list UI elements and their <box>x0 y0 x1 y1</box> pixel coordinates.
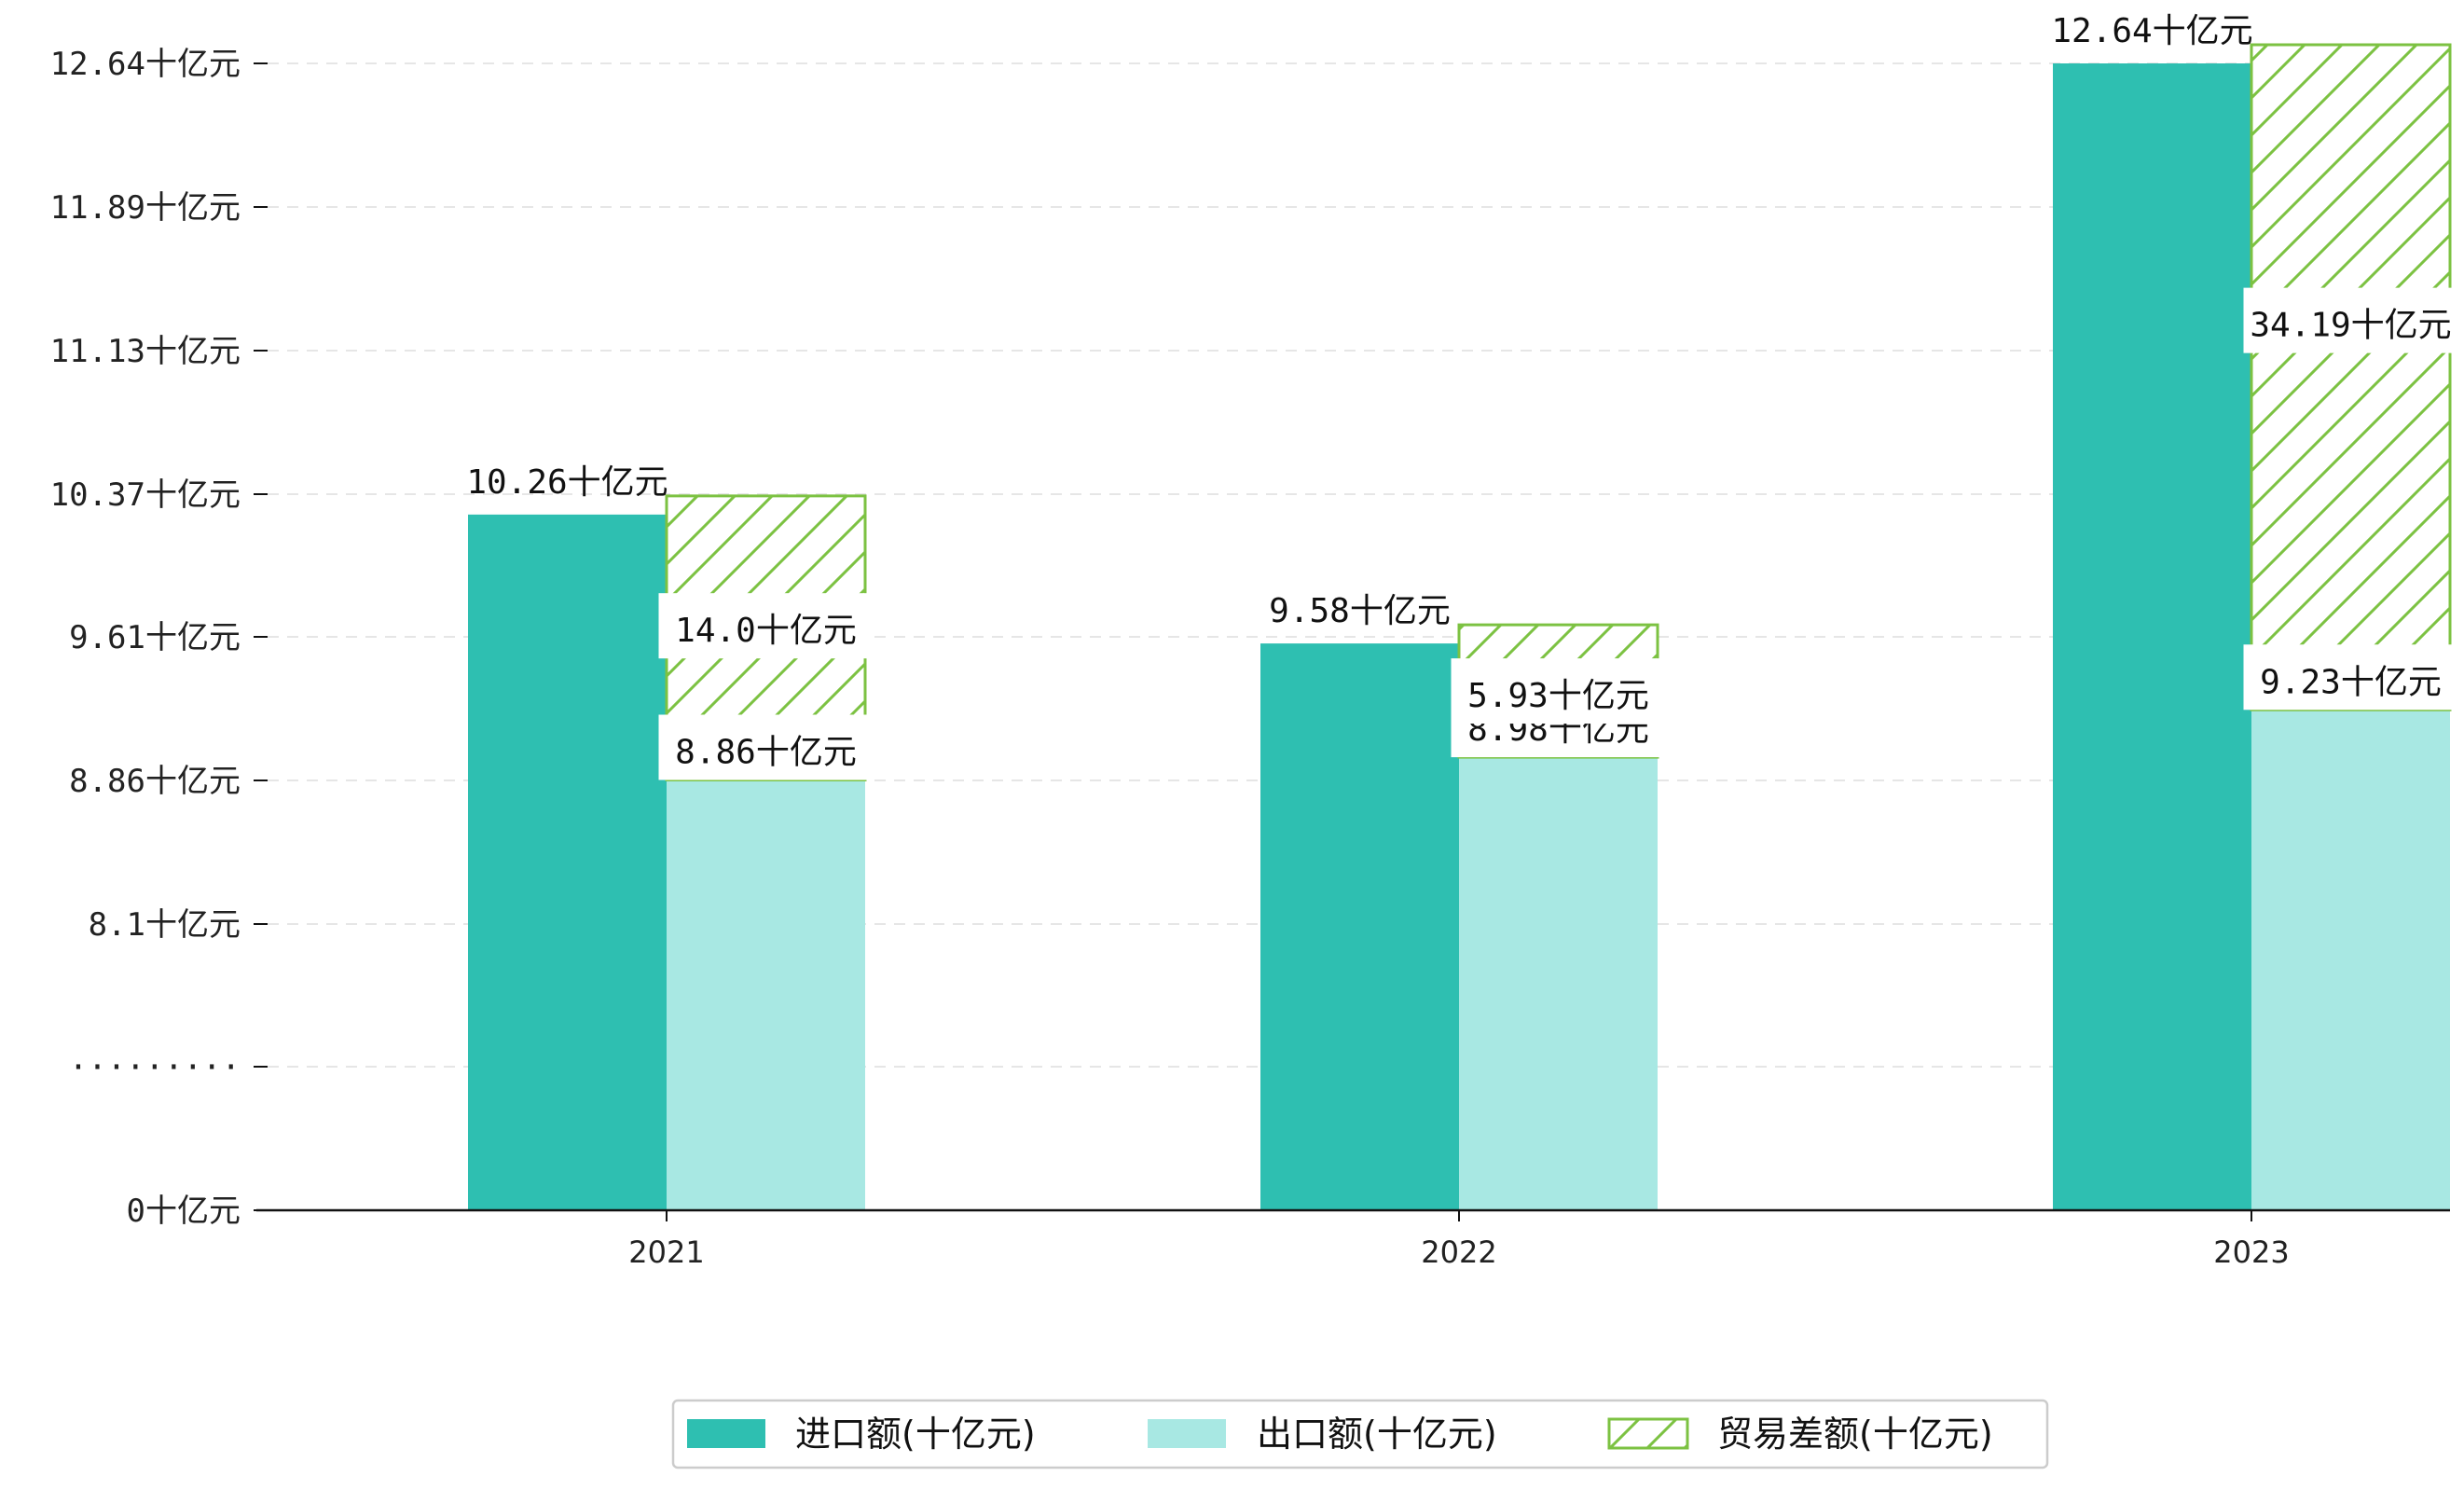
legend-label-export: 出口额(十亿元) <box>1257 1414 1497 1455</box>
y-tick-label: 10.37十亿元 <box>50 476 241 514</box>
balance-bar <box>2250 43 2452 711</box>
balance-value-label-box <box>658 593 874 659</box>
y-tick-label: 8.1十亿元 <box>89 906 241 944</box>
balance-value-label: 5.93十亿元 <box>1467 677 1649 715</box>
import-value-label: 9.58十亿元 <box>1269 592 1451 630</box>
x-tick-label: 2021 <box>628 1235 704 1270</box>
y-tick-label: 8.86十亿元 <box>69 763 241 800</box>
import-bar <box>468 514 667 1210</box>
y-tick-label: 12.64十亿元 <box>50 46 241 83</box>
legend-frame <box>671 1399 2049 1469</box>
export-bar <box>2251 710 2450 1210</box>
y-axis-ticks: 0十亿元 ········· 8.1十亿元 8.86十亿元 9.61十亿元 10.37十亿… <box>50 46 268 1230</box>
legend-swatch-balance <box>1607 1417 1689 1450</box>
legend: 进口额(十亿元) 出口额(十亿元) 贸易差额(十亿元) <box>671 1399 2049 1469</box>
data-labels: 10.26十亿元8.86十亿元14.0十亿元9.58十亿元8.98十亿元5.93… <box>466 12 2458 780</box>
legend-label-balance: 贸易差额(十亿元) <box>1717 1414 1993 1455</box>
import-bar <box>2053 63 2251 1210</box>
export-value-label: 9.23十亿元 <box>2260 663 2442 701</box>
y-tick-label: 11.13十亿元 <box>50 333 241 370</box>
export-value-label-box <box>658 714 874 780</box>
import-bar <box>1260 643 1459 1210</box>
export-bar <box>1459 757 1658 1210</box>
legend-swatch-export <box>1148 1419 1226 1448</box>
balance-value-label: 14.0十亿元 <box>675 612 857 650</box>
bars <box>468 43 2452 1210</box>
export-value-label-box <box>2243 644 2458 711</box>
export-value-label: 8.86十亿元 <box>675 733 857 771</box>
balance-value-label-box <box>2243 287 2458 353</box>
y-tick-label: 9.61十亿元 <box>69 619 241 656</box>
y-tick-label: 0十亿元 <box>127 1193 241 1230</box>
export-bar <box>667 779 865 1210</box>
x-axis-ticks: 2021 2022 2023 <box>628 1210 2290 1270</box>
y-tick-label: ········· <box>69 1049 241 1086</box>
legend-swatch-import <box>687 1419 765 1448</box>
balance-value-label-box <box>1451 658 1666 724</box>
x-tick-label: 2023 <box>2213 1235 2289 1270</box>
balance-value-label: 34.19十亿元 <box>2250 307 2451 345</box>
import-value-label: 12.64十亿元 <box>2051 12 2252 50</box>
x-tick-label: 2022 <box>1421 1235 1496 1270</box>
y-tick-label: 11.89十亿元 <box>50 189 241 227</box>
import-value-label: 10.26十亿元 <box>466 463 668 502</box>
legend-label-import: 进口额(十亿元) <box>795 1414 1036 1455</box>
